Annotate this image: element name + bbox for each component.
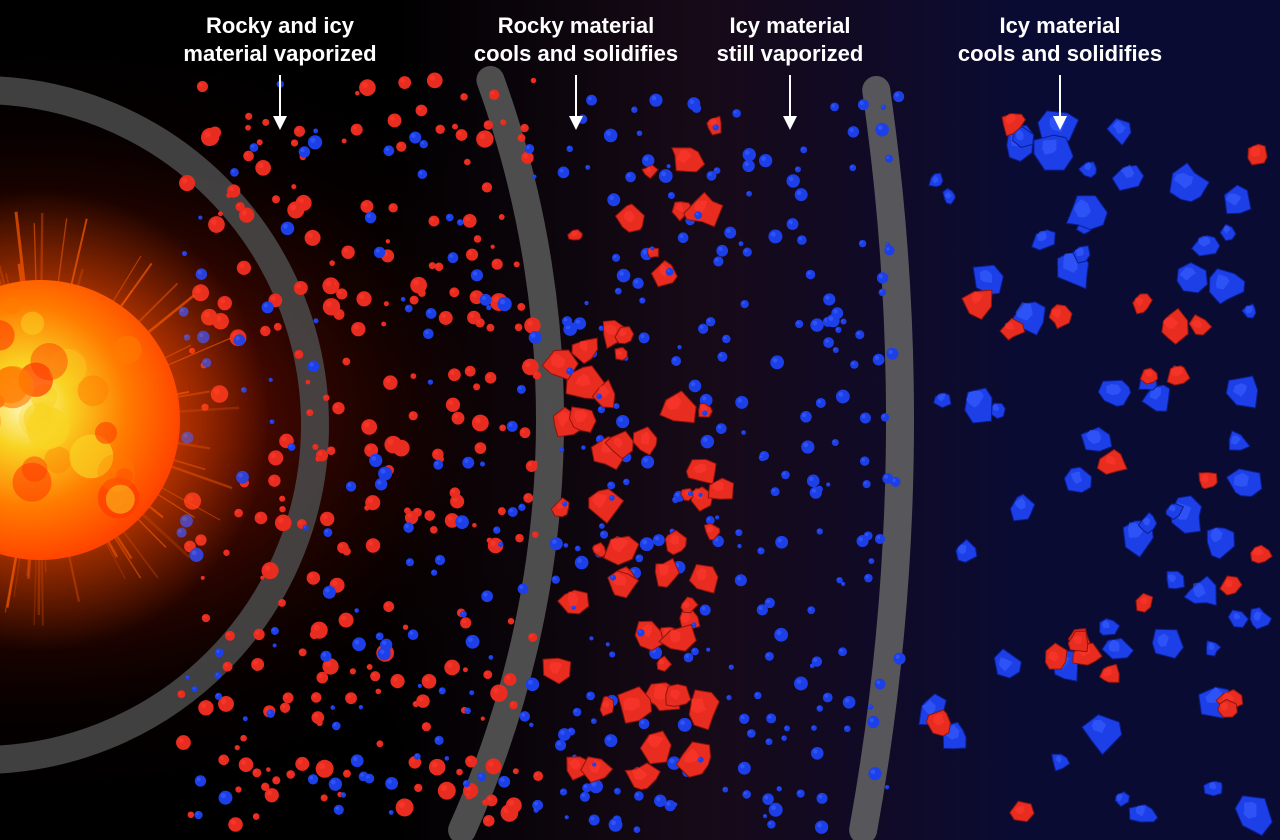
- diagram-canvas: [0, 0, 1280, 840]
